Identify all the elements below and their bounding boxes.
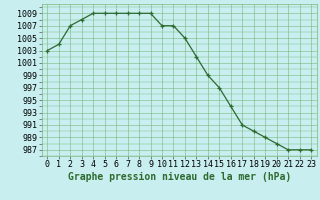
X-axis label: Graphe pression niveau de la mer (hPa): Graphe pression niveau de la mer (hPa)	[68, 172, 291, 182]
